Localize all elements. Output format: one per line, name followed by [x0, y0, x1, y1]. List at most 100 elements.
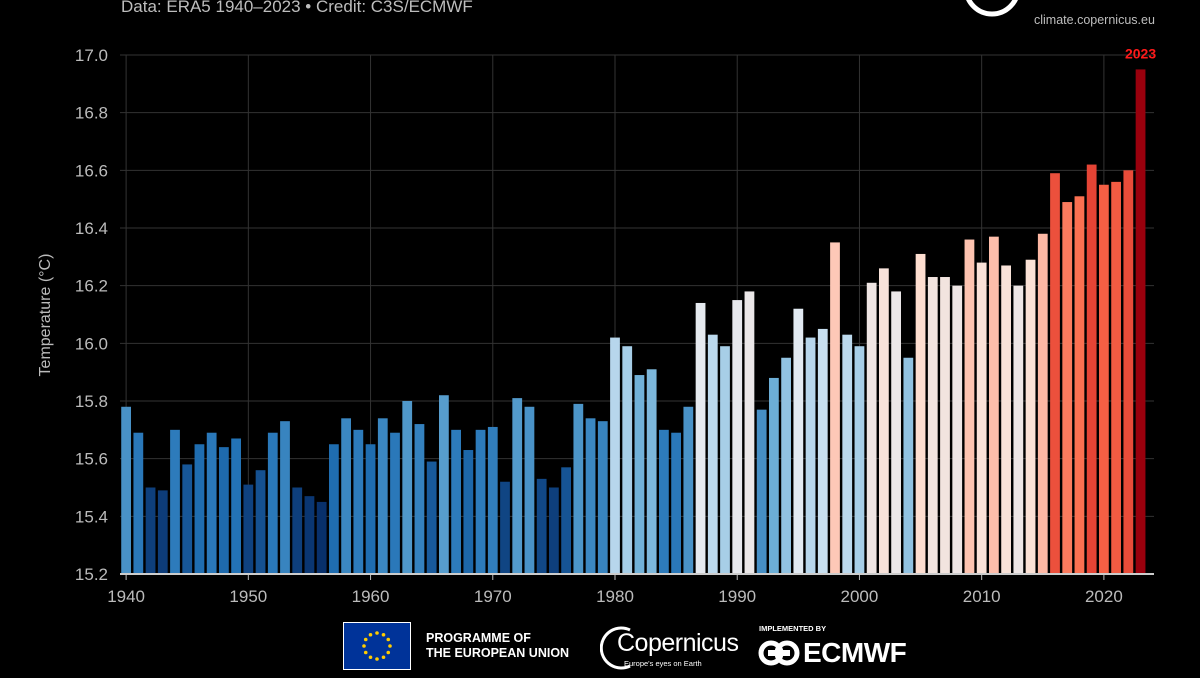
bar-1975 [549, 487, 559, 574]
eu-star-icon [375, 657, 379, 661]
bars [121, 69, 1146, 575]
eu-line-1: PROGRAMME OF [426, 631, 531, 645]
axes: 15.2 15.4 15.6 15.8 16.0 16.2 16.4 16.6 16.8 17.0… [37, 45, 1156, 606]
bar-1966 [439, 395, 449, 574]
y-axis-label: Temperature (°C) [37, 254, 54, 377]
bar-2006 [927, 277, 938, 574]
bar-1962 [390, 432, 400, 574]
bar-1976 [561, 467, 571, 574]
eu-star-icon [381, 632, 386, 637]
copernicus-tagline: Europe's eyes on Earth [624, 659, 702, 668]
bar-1978 [585, 418, 596, 574]
x-tick-label: 1960 [352, 587, 390, 606]
bar-1961 [377, 418, 388, 574]
y-tick-label: 16.8 [75, 104, 108, 123]
eu-star-icon [362, 644, 366, 648]
copernicus-logo-icon [966, 0, 1018, 17]
bar-1979 [597, 421, 608, 574]
bar-1990 [732, 300, 743, 574]
eu-programme-text: PROGRAMME OF THE EUROPEAN UNION [426, 631, 569, 661]
x-tick-label: 1970 [474, 587, 512, 606]
bar-1982 [634, 375, 645, 574]
bar-1995 [793, 308, 804, 574]
bar-1949 [231, 438, 241, 574]
bar-2000 [854, 346, 865, 574]
bar-2015 [1037, 233, 1048, 574]
bar-1945 [182, 464, 193, 574]
bar-1971 [500, 481, 510, 574]
bar-1955 [304, 496, 315, 574]
bar-2002 [879, 268, 889, 574]
bar-1946 [194, 444, 205, 574]
bar-2019 [1086, 164, 1097, 575]
eu-star-icon [363, 650, 368, 655]
x-tick-label: 1950 [229, 587, 267, 606]
bar-1956 [316, 501, 327, 574]
bar-2001 [866, 282, 877, 574]
y-tick-label: 15.2 [75, 565, 108, 584]
eu-star-icon [386, 637, 391, 642]
bar-1960 [365, 444, 376, 574]
y-tick-label: 16.2 [75, 277, 108, 296]
ecmwf-logo-icon [758, 640, 800, 666]
bar-2004 [903, 357, 914, 574]
website-url[interactable]: climate.copernicus.eu [1034, 13, 1155, 27]
bar-1941 [133, 432, 144, 574]
bar-1942 [145, 487, 156, 574]
bar-1988 [707, 334, 718, 574]
x-tick-label: 2020 [1085, 587, 1123, 606]
bar-1947 [206, 432, 217, 574]
x-tick-label: 2010 [963, 587, 1001, 606]
bar-1994 [781, 357, 791, 574]
bar-2021 [1111, 181, 1121, 574]
bar-1974 [536, 478, 547, 574]
eu-star-icon [363, 637, 368, 642]
footer-logos: PROGRAMME OF THE EUROPEAN UNION Copernic… [0, 612, 1200, 678]
bar-2016 [1050, 173, 1060, 574]
bar-1980 [610, 337, 620, 574]
bar-2010 [976, 262, 987, 574]
bar-2014 [1025, 259, 1036, 574]
bar-1989 [720, 346, 730, 574]
bar-1970 [487, 426, 498, 574]
bar-2012 [1001, 265, 1011, 574]
bar-2007 [940, 277, 950, 574]
bar-1999 [842, 334, 853, 574]
bar-1987 [695, 302, 706, 574]
bar-2020 [1099, 184, 1109, 574]
bar-2013 [1013, 285, 1024, 574]
eu-star-icon [386, 650, 391, 655]
eu-star-icon [368, 655, 373, 660]
bar-1957 [329, 444, 339, 574]
ecmwf-wordmark: ECMWF [803, 637, 907, 668]
bar-2003 [891, 291, 901, 574]
bar-1940 [121, 406, 131, 574]
bar-1948 [219, 447, 229, 574]
bar-1992 [756, 409, 767, 574]
bar-1954 [292, 487, 303, 574]
bar-1985 [671, 432, 681, 574]
bar-1959 [353, 429, 364, 574]
bar-1996 [805, 337, 816, 574]
bar-2022 [1123, 170, 1134, 575]
eu-flag-icon [343, 622, 411, 670]
y-tick-label: 16.0 [75, 334, 108, 353]
bar-2017 [1062, 202, 1073, 575]
y-tick-label: 17.0 [75, 46, 108, 65]
temperature-bar-chart: 15.2 15.4 15.6 15.8 16.0 16.2 16.4 16.6 16.8 17.0… [37, 45, 1156, 606]
bar-1993 [769, 377, 779, 574]
bar-1967 [451, 429, 461, 574]
bar-1983 [646, 369, 657, 574]
bar-2011 [989, 236, 999, 574]
highlight-year-label: 2023 [1125, 45, 1156, 61]
bar-1944 [170, 429, 180, 574]
y-tick-label: 15.6 [75, 450, 108, 469]
copernicus-footer-logo-icon [600, 626, 631, 670]
eu-line-2: THE EUROPEAN UNION [426, 646, 570, 660]
bar-1981 [622, 346, 633, 574]
bar-1977 [573, 403, 584, 574]
bar-2005 [915, 253, 926, 574]
bar-1968 [463, 450, 474, 574]
bar-1952 [267, 432, 278, 574]
bar-2018 [1074, 196, 1085, 575]
